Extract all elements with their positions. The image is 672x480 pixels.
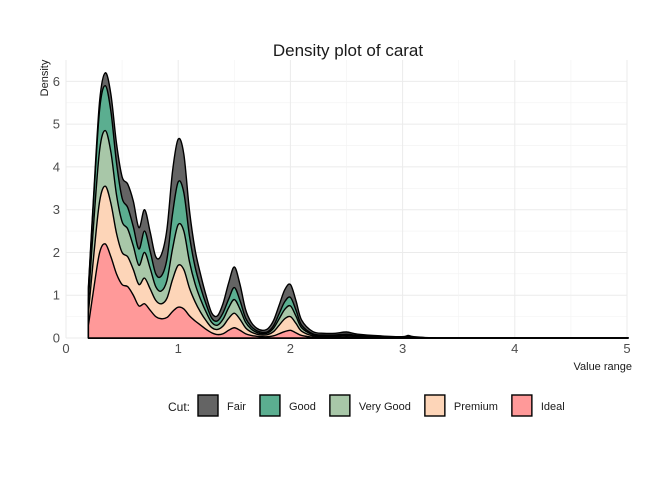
legend-title: Cut: — [168, 400, 190, 414]
legend-label-fair: Fair — [227, 401, 246, 413]
x-tick-label: 3 — [399, 341, 406, 356]
chart-title: Density plot of carat — [273, 41, 424, 60]
legend-key-ideal — [511, 394, 533, 417]
y-tick-label: 4 — [53, 159, 60, 174]
density-area-ideal — [87, 243, 629, 339]
y-tick-label: 0 — [53, 331, 60, 346]
x-axis-label: Value range — [573, 361, 632, 373]
legend-key-very-good — [329, 394, 351, 417]
legend-label-ideal: Ideal — [541, 401, 565, 413]
grid — [65, 60, 628, 339]
y-tick-label: 1 — [53, 288, 60, 303]
legend-key-premium — [424, 394, 446, 417]
y-axis-ticks: 0 1 2 3 4 5 6 — [53, 74, 60, 346]
y-tick-label: 2 — [53, 245, 60, 260]
legend-label-very-good: Very Good — [359, 401, 411, 413]
legend-label-good: Good — [289, 401, 316, 413]
y-tick-label: 6 — [53, 74, 60, 89]
x-axis-ticks: 0 1 2 3 4 5 — [62, 341, 630, 356]
x-tick-label: 2 — [287, 341, 294, 356]
legend-key-good — [259, 394, 281, 417]
x-tick-label: 1 — [175, 341, 182, 356]
legend-key-fair — [197, 394, 219, 417]
legend-label-premium: Premium — [454, 401, 498, 413]
legend: Cut: Fair Good Very Good Premium Ideal — [168, 394, 565, 417]
y-tick-label: 3 — [53, 202, 60, 217]
y-axis-label: Density — [39, 59, 51, 96]
x-tick-label: 0 — [62, 341, 69, 356]
x-tick-label: 4 — [511, 341, 518, 356]
density-areas — [87, 72, 629, 339]
x-tick-label: 5 — [623, 341, 630, 356]
y-tick-label: 5 — [53, 117, 60, 132]
